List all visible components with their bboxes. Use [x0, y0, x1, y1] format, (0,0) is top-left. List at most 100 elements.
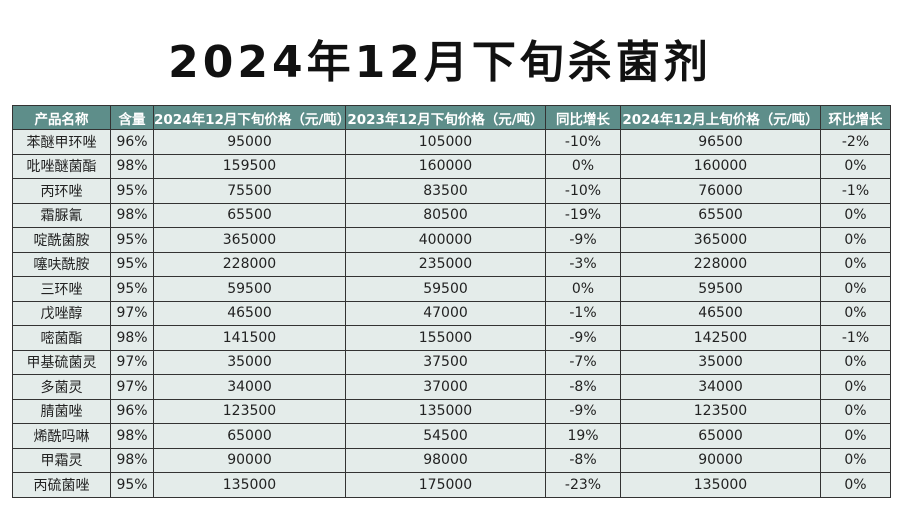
table-cell: 97% — [110, 349, 154, 375]
table-cell: 97% — [110, 300, 154, 326]
table-cell: -2% — [820, 129, 891, 155]
table-cell: 烯酰吗啉 — [12, 423, 111, 449]
header-cell: 2023年12月下旬价格（元/吨） — [345, 105, 546, 130]
table-cell: 135000 — [153, 472, 346, 498]
table-row: 霜脲氰 98% 65500 80500 -19% 65500 0% — [12, 202, 891, 228]
table-cell: 98% — [110, 423, 154, 449]
table-cell: 228000 — [153, 251, 346, 277]
price-table: 产品名称 含量 2024年12月下旬价格（元/吨） 2023年12月下旬价格（元/吨）… — [12, 105, 891, 498]
table-cell: 141500 — [153, 325, 346, 351]
table-cell: 95% — [110, 227, 154, 253]
table-cell: 甲霜灵 — [12, 447, 111, 473]
table-cell: -1% — [820, 325, 891, 351]
table-cell: 0% — [820, 202, 891, 228]
table-cell: 90000 — [153, 447, 346, 473]
table-cell: 95% — [110, 251, 154, 277]
table-cell: 98% — [110, 202, 154, 228]
table-cell: 400000 — [345, 227, 546, 253]
header-row: 产品名称 含量 2024年12月下旬价格（元/吨） 2023年12月下旬价格（元/吨）… — [12, 105, 891, 130]
table-cell: 123500 — [153, 398, 346, 424]
table-cell: 0% — [820, 300, 891, 326]
table-cell: -10% — [545, 178, 621, 204]
table-cell: 142500 — [620, 325, 821, 351]
table-cell: 0% — [820, 276, 891, 302]
table-cell: -3% — [545, 251, 621, 277]
table-cell: 80500 — [345, 202, 546, 228]
table-row: 戊唑醇 97% 46500 47000 -1% 46500 0% — [12, 300, 891, 326]
table-row: 甲基硫菌灵 97% 35000 37500 -7% 35000 0% — [12, 349, 891, 375]
table-cell: 0% — [820, 349, 891, 375]
header-cell: 同比增长 — [545, 105, 621, 130]
table-cell: 0% — [820, 423, 891, 449]
table-cell: 霜脲氰 — [12, 202, 111, 228]
table-cell: 0% — [545, 276, 621, 302]
table-cell: 365000 — [153, 227, 346, 253]
table-row: 腈菌唑 96% 123500 135000 -9% 123500 0% — [12, 398, 891, 424]
table-cell: 37500 — [345, 349, 546, 375]
table-cell: 0% — [820, 472, 891, 498]
table-body: 苯醚甲环唑 96% 95000 105000 -10% 96500 -2% 吡唑醚菌酯 98% 1… — [12, 129, 891, 498]
table-cell: -8% — [545, 447, 621, 473]
table-cell: 98% — [110, 153, 154, 179]
table-cell: 35000 — [153, 349, 346, 375]
table-cell: 65000 — [153, 423, 346, 449]
table-cell: -1% — [820, 178, 891, 204]
table-cell: 嘧菌酯 — [12, 325, 111, 351]
table-cell: 98000 — [345, 447, 546, 473]
table-cell: 76000 — [620, 178, 821, 204]
table-cell: -9% — [545, 398, 621, 424]
table-cell: 235000 — [345, 251, 546, 277]
table-cell: 105000 — [345, 129, 546, 155]
table-cell: 37000 — [345, 374, 546, 400]
table-cell: 159500 — [153, 153, 346, 179]
table-cell: -19% — [545, 202, 621, 228]
table-cell: 96% — [110, 398, 154, 424]
table-cell: 戊唑醇 — [12, 300, 111, 326]
table-cell: 83500 — [345, 178, 546, 204]
table-cell: 0% — [820, 153, 891, 179]
table-cell: -9% — [545, 227, 621, 253]
table-row: 甲霜灵 98% 90000 98000 -8% 90000 0% — [12, 447, 891, 473]
table-cell: 0% — [820, 251, 891, 277]
table-cell: 0% — [820, 447, 891, 473]
table-cell: 160000 — [620, 153, 821, 179]
header-cell: 产品名称 — [12, 105, 111, 130]
page-title: 2024年12月下旬杀菌剂 — [168, 37, 712, 88]
table-cell: 甲基硫菌灵 — [12, 349, 111, 375]
table-cell: 155000 — [345, 325, 546, 351]
table-cell: 噻呋酰胺 — [12, 251, 111, 277]
table-row: 吡唑醚菌酯 98% 159500 160000 0% 160000 0% — [12, 153, 891, 179]
table-cell: 46500 — [620, 300, 821, 326]
table-row: 苯醚甲环唑 96% 95000 105000 -10% 96500 -2% — [12, 129, 891, 155]
table-cell: 34000 — [620, 374, 821, 400]
table-cell: 59500 — [153, 276, 346, 302]
table-row: 丙环唑 95% 75500 83500 -10% 76000 -1% — [12, 178, 891, 204]
table-row: 多菌灵 97% 34000 37000 -8% 34000 0% — [12, 374, 891, 400]
table-cell: 65000 — [620, 423, 821, 449]
table-cell: 123500 — [620, 398, 821, 424]
table-cell: 175000 — [345, 472, 546, 498]
table-cell: -23% — [545, 472, 621, 498]
table-cell: 0% — [820, 398, 891, 424]
table-cell: 多菌灵 — [12, 374, 111, 400]
table-cell: 96500 — [620, 129, 821, 155]
table-cell: 吡唑醚菌酯 — [12, 153, 111, 179]
table-cell: 59500 — [620, 276, 821, 302]
table-cell: 228000 — [620, 251, 821, 277]
table-cell: 160000 — [345, 153, 546, 179]
table-cell: 腈菌唑 — [12, 398, 111, 424]
table-cell: 135000 — [620, 472, 821, 498]
table-cell: 0% — [545, 153, 621, 179]
table-cell: 46500 — [153, 300, 346, 326]
table-cell: 95% — [110, 178, 154, 204]
table-cell: 96% — [110, 129, 154, 155]
table-cell: 丙硫菌唑 — [12, 472, 111, 498]
table-cell: 95000 — [153, 129, 346, 155]
table-cell: 0% — [820, 374, 891, 400]
table-cell: 65500 — [153, 202, 346, 228]
table-cell: -8% — [545, 374, 621, 400]
table-row: 噻呋酰胺 95% 228000 235000 -3% 228000 0% — [12, 251, 891, 277]
table-cell: 135000 — [345, 398, 546, 424]
table-cell: 98% — [110, 325, 154, 351]
